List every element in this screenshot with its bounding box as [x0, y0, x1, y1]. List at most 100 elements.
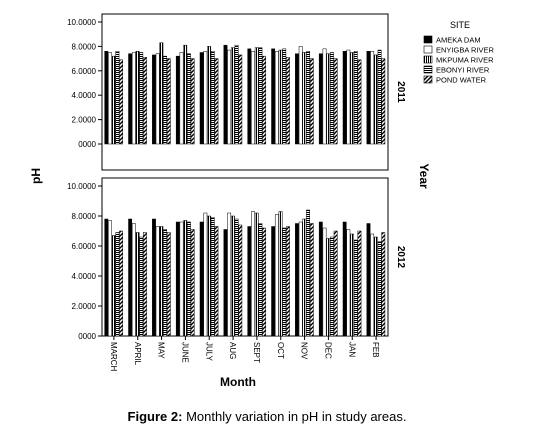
bar-2012-AUG-0 — [223, 229, 228, 337]
bar-2012-MARCH-3 — [115, 232, 120, 337]
bar-2012-SEPT-0 — [247, 226, 252, 337]
bar-2012-APRIL-4 — [143, 232, 147, 337]
bar-2011-FEB-0 — [366, 51, 371, 145]
bar-2011-DEC-4 — [333, 58, 338, 145]
bar-2011-DEC-0 — [318, 53, 323, 145]
x-tick-label: JAN — [347, 342, 356, 357]
bar-2011-OCT-1 — [274, 51, 279, 145]
bar-2011-SEPT-4 — [262, 55, 267, 145]
bar-2012-APRIL-1 — [131, 223, 136, 337]
bar-2012-APRIL-3 — [139, 236, 144, 337]
bar-2012-JULY-3 — [210, 217, 215, 337]
bar-2012-JULY-2 — [207, 215, 211, 337]
bar-2011-MARCH-2 — [111, 55, 116, 145]
bar-2012-FEB-4 — [381, 232, 386, 337]
x-tick-label: SEPT — [252, 342, 261, 363]
bar-2012-APRIL-0 — [128, 218, 133, 337]
bar-2011-JUNE-4 — [190, 58, 195, 145]
bar-2011-NOV-3 — [306, 51, 310, 145]
x-tick-label: JULY — [204, 342, 213, 362]
bar-2012-JAN-1 — [346, 229, 351, 337]
panel-2012: 0000 2.0000 4.0000 6.0000 8.0000 10.0000 2012 — [67, 177, 406, 341]
y-tick-label: 0000 — [78, 332, 96, 341]
bar-2011-MAY-2 — [159, 42, 164, 145]
bar-2011-FEB-1 — [370, 51, 375, 145]
y-tick-label: 10.0000 — [67, 182, 96, 191]
legend-swatch — [423, 75, 433, 84]
bar-2012-SEPT-3 — [258, 223, 263, 337]
bar-2012-MAY-2 — [159, 226, 164, 337]
bar-2011-APRIL-3 — [139, 52, 144, 145]
x-tick-label: FEB — [371, 342, 380, 358]
bar-2011-SEPT-1 — [251, 51, 255, 145]
legend-swatch — [423, 45, 433, 54]
bar-2011-MARCH-4 — [119, 59, 124, 145]
y-axis-label: pH — [29, 168, 43, 184]
ph-chart: pH Month Year 0000 2.0000 4.0000 6.0000 8.00… — [29, 13, 495, 389]
bar-2011-OCT-0 — [271, 48, 276, 145]
bar-2012-MARCH-0 — [104, 218, 109, 337]
bar-2011-AUG-0 — [223, 44, 228, 145]
bar-2012-FEB-0 — [366, 223, 371, 337]
bar-2011-MAY-3 — [163, 55, 167, 145]
bar-2012-JAN-3 — [353, 239, 358, 337]
y-tick-label: 4.0000 — [72, 91, 97, 100]
bar-2012-NOV-4 — [309, 223, 314, 337]
bar-2012-JULY-1 — [203, 212, 208, 337]
x-tick-label: MAY — [157, 342, 166, 359]
bar-2011-MAY-0 — [152, 54, 156, 145]
bars-2011 — [104, 42, 386, 145]
x-axis-ticks: MARCH APRIL MAY JUNE JULY AUG SEPT OCT NOV DEC JAN… — [109, 336, 380, 372]
bar-2012-JULY-4 — [214, 226, 219, 337]
bar-2011-SEPT-0 — [247, 48, 252, 145]
x-tick-label: MARCH — [109, 342, 118, 372]
bar-2012-JUNE-4 — [190, 229, 195, 337]
bar-2012-MARCH-2 — [111, 235, 116, 337]
bar-2012-DEC-3 — [330, 236, 334, 337]
bar-2012-OCT-3 — [282, 227, 287, 337]
bar-2011-NOV-0 — [295, 53, 299, 145]
bar-2012-MAY-0 — [152, 218, 156, 337]
y-tick-label: 6.0000 — [72, 242, 97, 251]
bar-2011-AUG-1 — [227, 49, 232, 145]
legend-swatch — [423, 35, 433, 44]
panel-year-label: 2012 — [395, 246, 406, 269]
bar-2011-APRIL-4 — [143, 57, 147, 145]
bar-2012-JUNE-1 — [179, 221, 184, 337]
bar-2011-JULY-0 — [199, 52, 204, 145]
x-tick-label: NOV — [300, 342, 309, 360]
bar-2011-JULY-4 — [214, 58, 219, 145]
y-axis-label-group: pH — [29, 168, 43, 184]
bar-2011-OCT-3 — [282, 48, 287, 145]
bar-2012-MARCH-4 — [119, 230, 124, 337]
panel-frame — [101, 177, 389, 337]
bar-2011-MAY-4 — [166, 58, 171, 145]
bar-2012-JUNE-2 — [183, 220, 188, 337]
bar-2011-AUG-3 — [234, 44, 239, 145]
bar-2011-JAN-3 — [353, 51, 358, 145]
chart-panels: 00002.00004.00006.00008.000010.000020110… — [67, 13, 406, 341]
bar-2011-NOV-1 — [298, 46, 303, 145]
legend-title: SITE — [450, 20, 470, 30]
bar-2011-AUG-2 — [230, 47, 235, 145]
bar-2012-NOV-3 — [306, 209, 310, 337]
caption-text: Monthly variation in pH in study areas. — [186, 409, 407, 424]
bar-2011-JULY-3 — [210, 51, 215, 145]
bar-2011-JAN-4 — [357, 59, 362, 145]
bar-2012-JUNE-3 — [187, 221, 191, 337]
bar-2011-SEPT-2 — [254, 47, 259, 145]
y-tick-label: 2.0000 — [72, 116, 97, 125]
bar-2012-OCT-0 — [271, 226, 276, 337]
bar-2011-JAN-0 — [342, 51, 347, 145]
bar-2012-AUG-4 — [238, 224, 243, 337]
bar-2011-OCT-2 — [278, 49, 283, 145]
bar-2012-APRIL-2 — [135, 232, 140, 337]
x-tick-label: JUNE — [180, 342, 189, 363]
bar-2012-FEB-3 — [377, 241, 382, 337]
bar-2011-JAN-2 — [350, 52, 354, 145]
bar-2011-SEPT-3 — [258, 47, 263, 145]
bar-2012-DEC-2 — [326, 238, 331, 337]
bar-2012-AUG-2 — [230, 215, 235, 337]
legend-swatch — [423, 65, 433, 74]
